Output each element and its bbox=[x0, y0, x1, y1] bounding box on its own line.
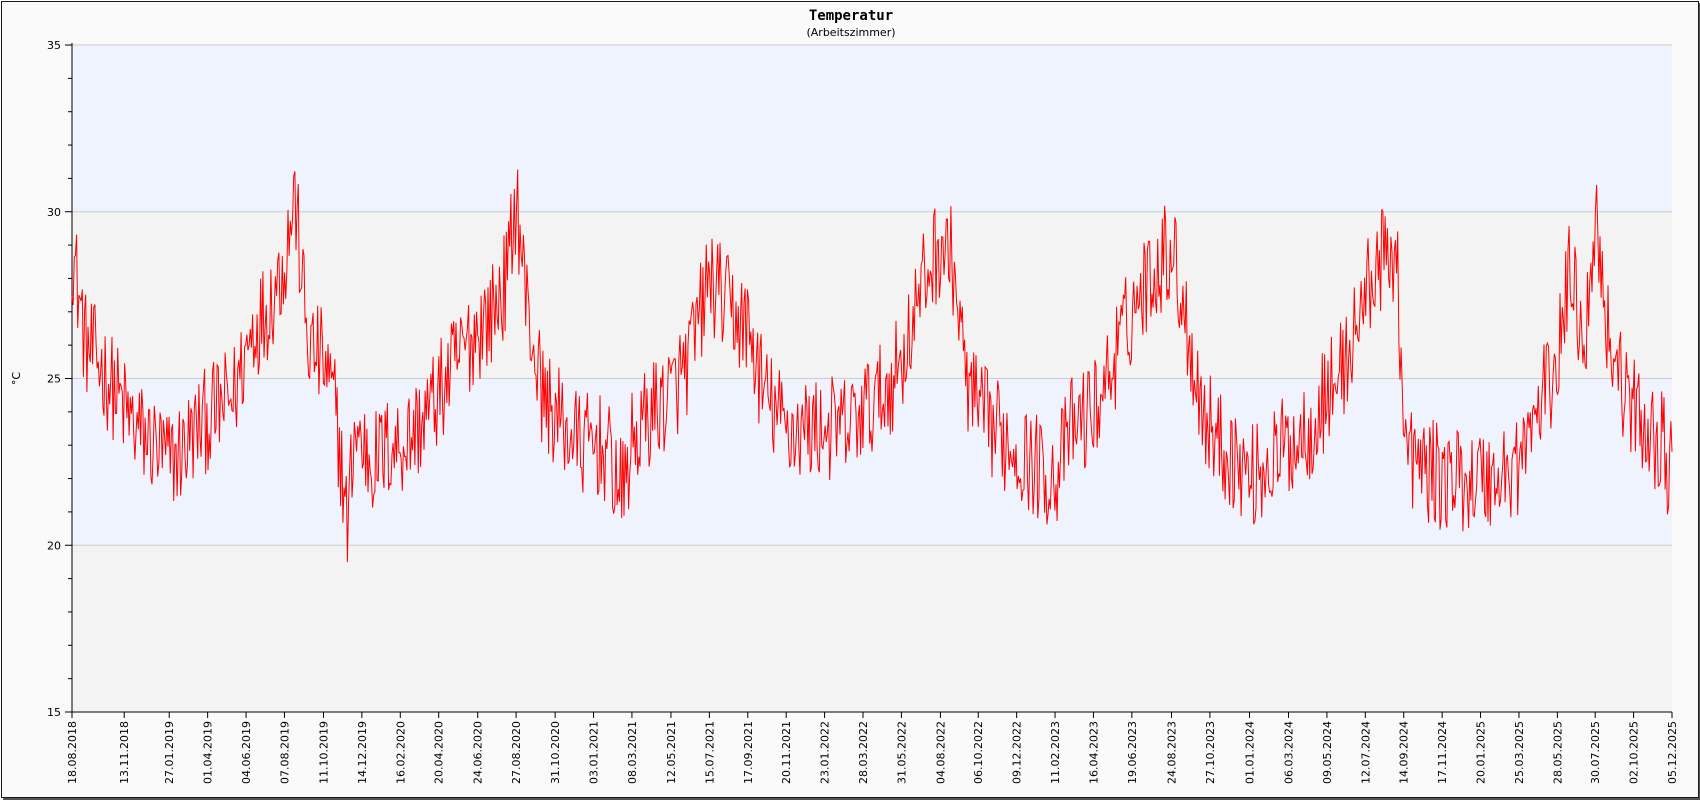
x-tick-label: 27.01.2019 bbox=[163, 721, 176, 784]
x-tick-label: 04.06.2019 bbox=[240, 721, 253, 784]
chart-subtitle: (Arbeitszimmer) bbox=[806, 26, 895, 39]
x-tick-label: 13.11.2018 bbox=[118, 721, 131, 784]
background-band bbox=[72, 378, 1672, 546]
x-tick-label: 27.08.2020 bbox=[510, 721, 523, 784]
x-tick-label: 18.08.2018 bbox=[66, 721, 79, 784]
x-tick-label: 11.10.2019 bbox=[317, 721, 330, 784]
x-tick-label: 27.10.2023 bbox=[1204, 721, 1217, 784]
x-tick-label: 09.12.2022 bbox=[1011, 721, 1024, 784]
x-tick-label: 31.05.2022 bbox=[895, 721, 908, 784]
y-axis-label: °C bbox=[10, 372, 23, 386]
background-band bbox=[72, 545, 1672, 712]
y-tick-label: 30 bbox=[47, 206, 61, 219]
background-band bbox=[72, 45, 1672, 212]
x-tick-label: 01.04.2019 bbox=[202, 721, 215, 784]
x-tick-label: 17.11.2024 bbox=[1436, 721, 1449, 784]
x-tick-label: 12.05.2021 bbox=[665, 721, 678, 784]
x-tick-label: 05.12.2025 bbox=[1666, 721, 1679, 784]
x-tick-label: 04.08.2022 bbox=[934, 721, 947, 784]
x-tick-label: 24.06.2020 bbox=[472, 721, 485, 784]
x-tick-label: 16.02.2020 bbox=[394, 721, 407, 784]
x-tick-label: 09.05.2024 bbox=[1321, 721, 1334, 784]
x-tick-label: 30.07.2025 bbox=[1589, 721, 1602, 784]
x-tick-label: 20.11.2021 bbox=[780, 721, 793, 784]
x-tick-label: 23.01.2022 bbox=[819, 721, 832, 784]
x-tick-label: 02.10.2025 bbox=[1628, 721, 1641, 784]
background-bands bbox=[72, 45, 1672, 712]
x-tick-label: 12.07.2024 bbox=[1359, 721, 1372, 784]
x-tick-label: 17.09.2021 bbox=[742, 721, 755, 784]
x-tick-label: 06.03.2024 bbox=[1283, 721, 1296, 784]
y-tick-label: 25 bbox=[47, 373, 61, 386]
x-tick-label: 28.05.2025 bbox=[1551, 721, 1564, 784]
x-tick-label: 07.08.2019 bbox=[278, 721, 291, 784]
x-tick-label: 24.08.2023 bbox=[1165, 721, 1178, 784]
x-tick-label: 11.02.2023 bbox=[1049, 721, 1062, 784]
x-tick-label: 03.01.2021 bbox=[588, 721, 601, 784]
background-band bbox=[72, 211, 1672, 379]
x-tick-label: 14.12.2019 bbox=[356, 721, 369, 784]
x-tick-label: 25.03.2025 bbox=[1513, 721, 1526, 784]
plot-area bbox=[71, 169, 1673, 563]
x-tick-label: 31.10.2020 bbox=[549, 721, 562, 784]
x-tick-label: 01.01.2024 bbox=[1243, 721, 1256, 784]
x-tick-label: 14.09.2024 bbox=[1398, 721, 1411, 784]
x-tick-label: 20.04.2020 bbox=[433, 721, 446, 784]
x-tick-label: 20.01.2025 bbox=[1475, 721, 1488, 784]
x-tick-label: 28.03.2022 bbox=[857, 721, 870, 784]
x-axis-ticks: 18.08.2018 13.11.2018 27.01.2019 01.04.2019… bbox=[66, 712, 1679, 784]
temperature-series-line bbox=[71, 169, 1673, 563]
y-axis-ticks: 15 20 25 30 35 bbox=[47, 39, 72, 719]
x-tick-label: 16.04.2023 bbox=[1087, 721, 1100, 784]
x-tick-label: 15.07.2021 bbox=[703, 721, 716, 784]
y-tick-label: 15 bbox=[47, 706, 61, 719]
y-tick-label: 35 bbox=[47, 39, 61, 52]
chart-title: Temperatur bbox=[809, 8, 893, 24]
x-tick-label: 19.06.2023 bbox=[1126, 721, 1139, 784]
y-tick-label: 20 bbox=[47, 539, 61, 552]
axes bbox=[71, 43, 1672, 713]
x-tick-label: 06.10.2022 bbox=[972, 721, 985, 784]
x-tick-label: 08.03.2021 bbox=[626, 721, 639, 784]
grid-lines bbox=[72, 44, 1672, 546]
